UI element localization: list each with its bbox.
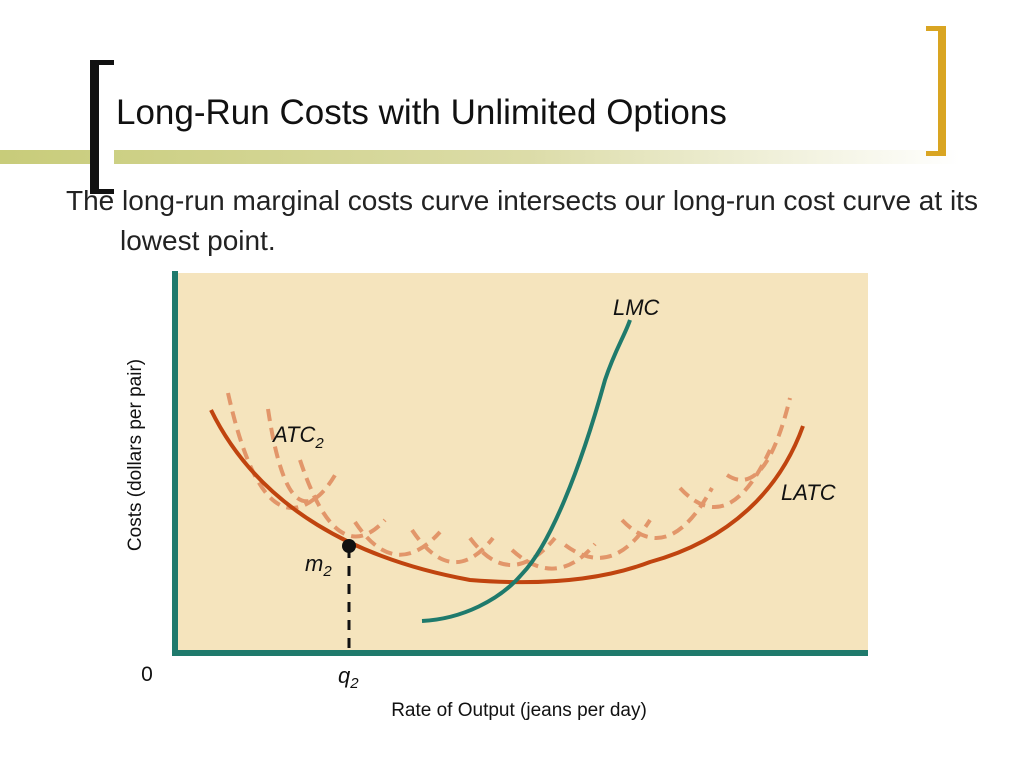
atc-curve-11 xyxy=(725,397,792,482)
latc-label: LATC xyxy=(781,480,836,505)
lmc-label: LMC xyxy=(613,295,660,320)
atc-curve-3 xyxy=(298,459,387,539)
slide-title: Long-Run Costs with Unlimited Options xyxy=(116,93,727,132)
atc-curve-7 xyxy=(510,542,597,571)
latc-curve xyxy=(209,409,805,585)
y-axis-label: Costs (dollars per pair) xyxy=(125,359,146,551)
left-bracket-decoration xyxy=(90,60,114,194)
atc2-label: ATC2 xyxy=(271,422,324,452)
plot-area xyxy=(174,273,868,654)
short-run-atc-curves xyxy=(226,392,792,571)
atc2-label-main: ATC xyxy=(271,422,315,447)
q2-label-subscript: 2 xyxy=(349,675,359,692)
x-axis-label: Rate of Output (jeans per day) xyxy=(391,700,647,721)
m2-label-main: m xyxy=(305,551,323,576)
m2-label: m2 xyxy=(305,551,332,580)
m2-label-subscript: 2 xyxy=(322,563,332,580)
origin-label: 0 xyxy=(141,663,153,686)
right-bracket-decoration xyxy=(926,26,946,156)
point-m2 xyxy=(342,539,356,553)
atc2-label-subscript: 2 xyxy=(314,435,324,452)
lmc-curve xyxy=(421,319,632,623)
q2-label: q2 xyxy=(338,663,359,692)
q2-label-main: q xyxy=(338,663,351,688)
atc-curve-8 xyxy=(563,518,652,560)
title-decoration-bar xyxy=(0,150,960,164)
bullet-text: The long-run marginal costs curve inters… xyxy=(66,185,978,256)
